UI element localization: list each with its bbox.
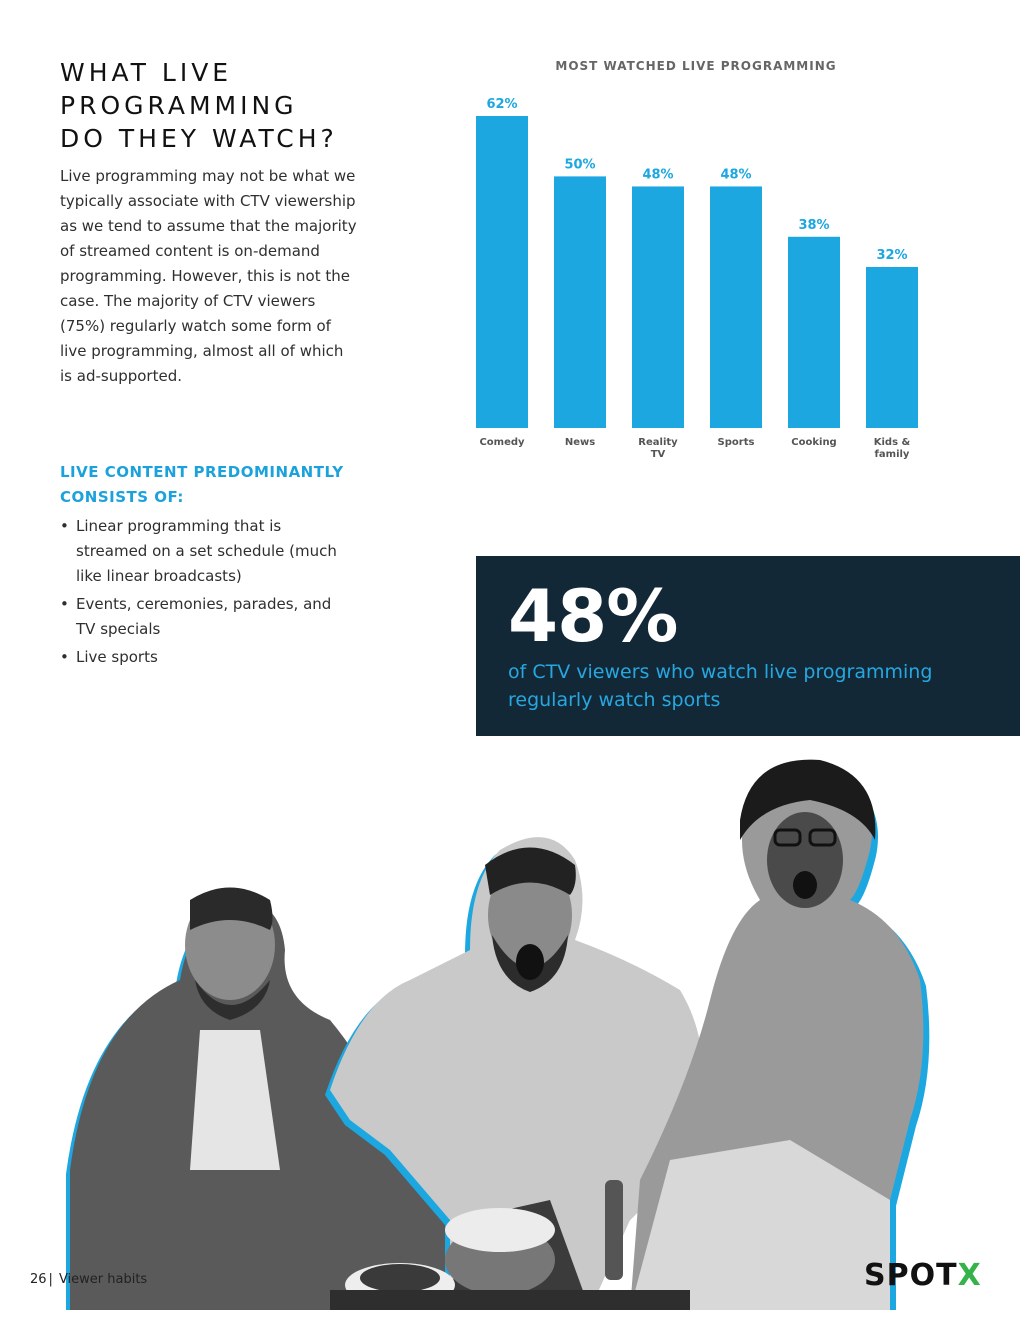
cheering-fans-photo <box>66 759 930 1310</box>
category-label: Reality <box>638 437 678 448</box>
bar-cooking <box>788 236 840 428</box>
category-label: Comedy <box>479 437 525 448</box>
snacks <box>330 1180 690 1310</box>
stat-callout: 48% of CTV viewers who watch live progra… <box>476 556 1020 736</box>
bar-kids-family <box>866 266 918 428</box>
page-number: 26 <box>30 1272 47 1287</box>
page-title: WHAT LIVE PROGRAMMING DO THEY WATCH? <box>60 56 400 155</box>
category-label: Cooking <box>791 437 836 448</box>
live-content-heading: LIVE CONTENT PREDOMINANTLY CONSISTS OF: <box>60 460 380 510</box>
title-line-1: WHAT LIVE <box>60 58 233 87</box>
live-content-heading-line-2: CONSISTS OF: <box>60 488 184 506</box>
category-label: Kids & <box>874 437 911 448</box>
logo-text: SPOT <box>864 1258 958 1293</box>
live-content-heading-line-1: LIVE CONTENT PREDOMINANTLY <box>60 463 344 481</box>
spotx-logo: SPOTX <box>864 1258 982 1293</box>
bar-comedy <box>476 116 528 428</box>
stat-caption: of CTV viewers who watch live programmin… <box>508 661 933 711</box>
bar-value-label: 32% <box>876 248 907 263</box>
chart-title: MOST WATCHED LIVE PROGRAMMING <box>555 59 837 73</box>
person-right <box>630 759 930 1310</box>
category-label: Sports <box>718 437 755 448</box>
bar-sports <box>710 186 762 428</box>
person-left <box>66 887 450 1310</box>
footer-separator: | <box>48 1272 53 1287</box>
bar-value-label: 50% <box>564 157 595 172</box>
list-item: Events, ceremonies, parades, and TV spec… <box>60 592 350 642</box>
bar-value-label: 48% <box>720 167 751 182</box>
title-line-3: DO THEY WATCH? <box>60 124 338 153</box>
stat-number: 48% <box>508 574 678 658</box>
section-name: Viewer habits <box>58 1272 148 1287</box>
title-line-2: PROGRAMMING <box>60 91 298 120</box>
bar-reality-tv <box>632 186 684 428</box>
live-content-list: Linear programming that is streamed on a… <box>60 514 350 673</box>
bar-value-label: 38% <box>798 218 829 233</box>
bar-value-label: 62% <box>486 97 517 112</box>
category-label: TV <box>651 449 666 460</box>
category-label: News <box>565 437 595 448</box>
bar-news <box>554 176 606 428</box>
bar-value-label: 48% <box>642 167 673 182</box>
list-item: Linear programming that is streamed on a… <box>60 514 350 589</box>
page-footer: 26 | Viewer habits <box>30 1272 147 1287</box>
intro-paragraph: Live programming may not be what we typi… <box>60 167 357 385</box>
list-item: Live sports <box>60 645 350 670</box>
logo-accent: X <box>957 1258 982 1293</box>
category-label: family <box>875 449 910 460</box>
